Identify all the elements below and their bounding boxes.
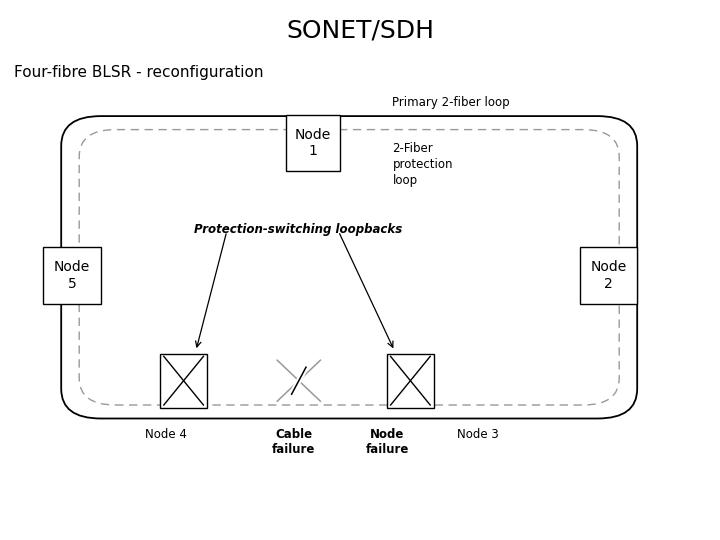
FancyBboxPatch shape xyxy=(160,354,207,408)
Text: Node
2: Node 2 xyxy=(590,260,626,291)
Text: 2-Fiber
protection
loop: 2-Fiber protection loop xyxy=(392,142,453,187)
Text: Node
5: Node 5 xyxy=(54,260,90,291)
Text: Four-fibre BLSR - reconfiguration: Four-fibre BLSR - reconfiguration xyxy=(14,65,264,80)
Text: SONET/SDH: SONET/SDH xyxy=(286,19,434,43)
Text: Node
1: Node 1 xyxy=(295,128,331,158)
Text: Protection-switching loopbacks: Protection-switching loopbacks xyxy=(194,223,402,236)
FancyBboxPatch shape xyxy=(43,247,101,303)
Text: Primary 2-fiber loop: Primary 2-fiber loop xyxy=(392,96,510,109)
Text: Cable
failure: Cable failure xyxy=(272,428,315,456)
Text: Node 3: Node 3 xyxy=(457,428,499,441)
FancyBboxPatch shape xyxy=(287,115,341,172)
FancyBboxPatch shape xyxy=(387,354,433,408)
FancyBboxPatch shape xyxy=(580,247,637,303)
Text: Node
failure: Node failure xyxy=(366,428,409,456)
Text: Node 4: Node 4 xyxy=(145,428,186,441)
